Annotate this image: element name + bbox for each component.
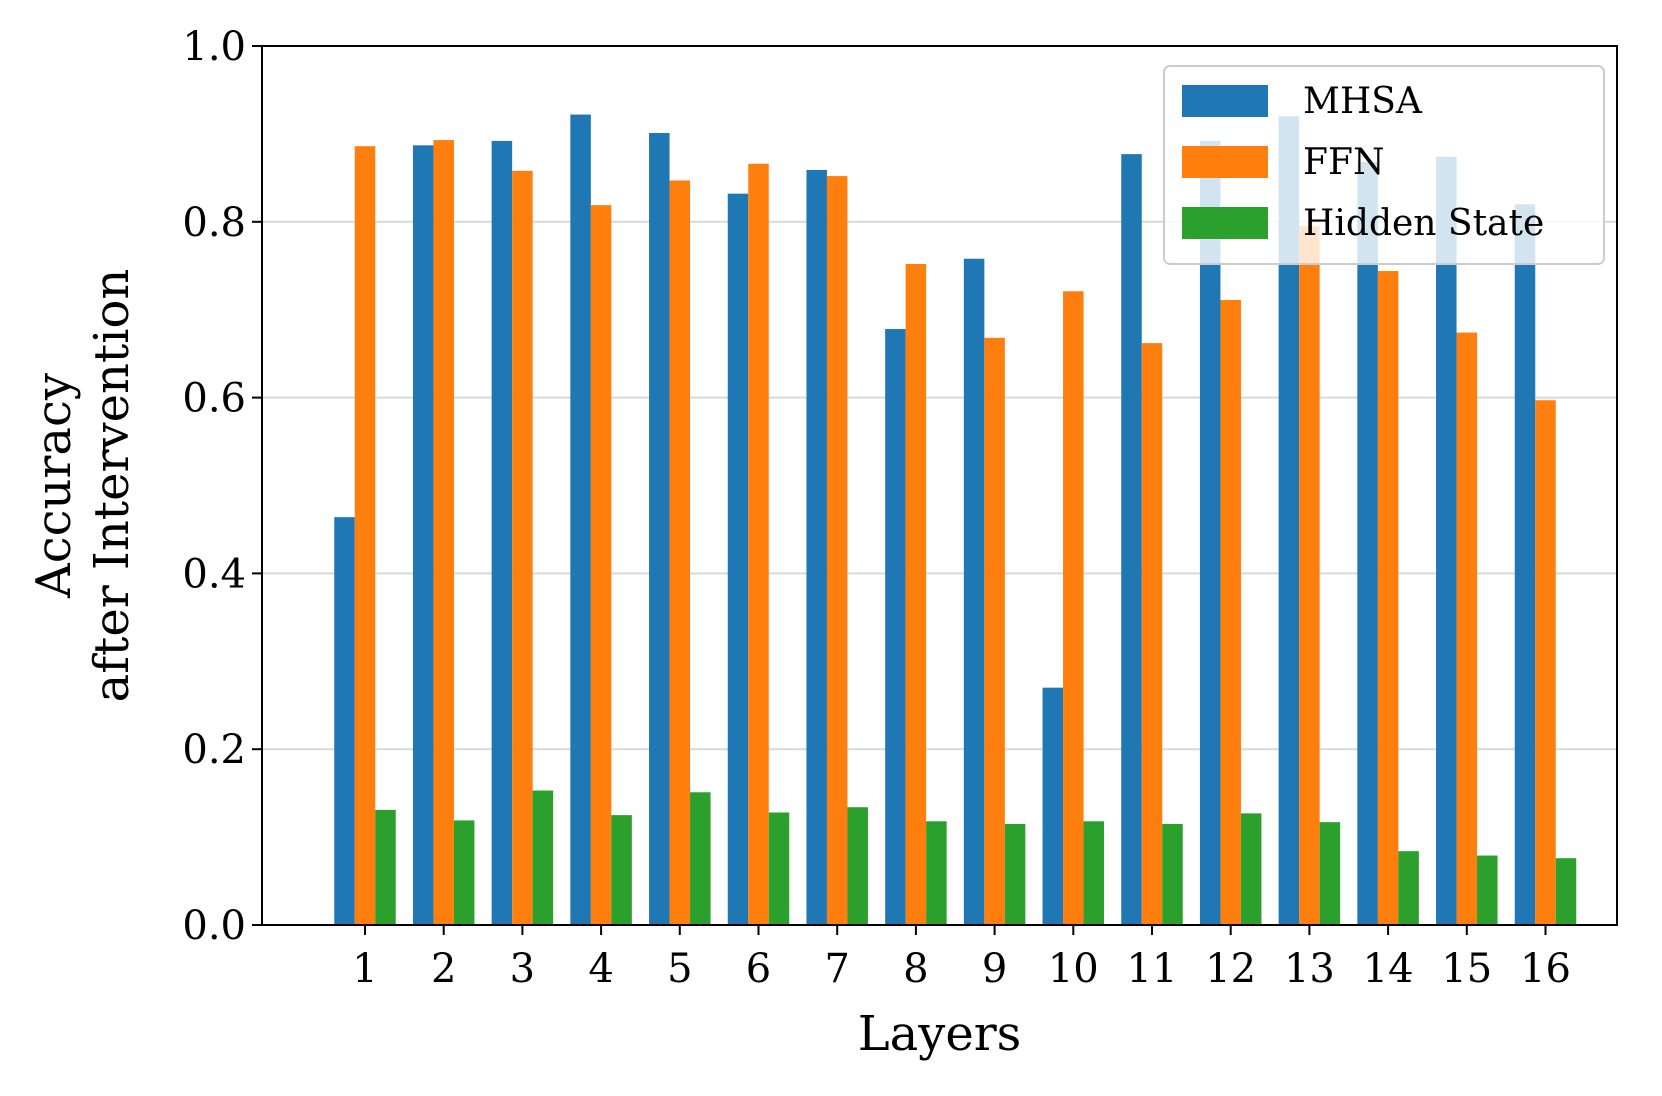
y-tick-label: 1.0 [182, 24, 246, 70]
x-tick-label: 11 [1127, 946, 1178, 992]
bar-ffn-layer-11 [1141, 343, 1163, 925]
x-tick-label: 4 [588, 946, 613, 992]
x-tick-label: 16 [1520, 946, 1571, 992]
x-tick-label: 15 [1441, 946, 1492, 992]
bar-hidden-state-layer-2 [453, 820, 475, 925]
bar-mhsa-layer-14 [1357, 162, 1378, 925]
bar-hidden-state-layer-9 [1004, 823, 1026, 925]
x-tick-label: 6 [746, 946, 771, 992]
x-tick-label: 1 [352, 946, 377, 992]
bar-hidden-state-layer-14 [1398, 851, 1419, 925]
bar-hidden-state-layer-15 [1477, 855, 1498, 925]
bar-mhsa-layer-15 [1436, 156, 1457, 925]
bar-hidden-state-layer-6 [768, 812, 790, 925]
x-tick-label: 13 [1284, 946, 1335, 992]
bar-ffn-layer-14 [1377, 271, 1399, 925]
bar-ffn-layer-13 [1299, 226, 1320, 925]
bar-mhsa-layer-6 [727, 193, 749, 925]
y-axis-label-line-2: after Intervention [84, 269, 140, 703]
legend-label: Hidden State [1303, 203, 1544, 244]
bar-ffn-layer-9 [984, 337, 1005, 925]
legend-swatch [1182, 207, 1268, 239]
bar-mhsa-layer-3 [491, 140, 513, 925]
y-axis-ticks: 0.0 0.2 0.4 0.6 0.8 1.0 [182, 24, 262, 949]
bar-mhsa-layer-7 [806, 169, 827, 926]
bar-ffn-layer-4 [590, 205, 612, 925]
bar-mhsa-layer-1 [334, 517, 355, 925]
x-tick-label: 9 [982, 946, 1007, 992]
x-tick-label: 5 [667, 946, 692, 992]
bar-ffn-layer-8 [905, 263, 927, 925]
bar-ffn-layer-2 [433, 140, 454, 926]
y-tick-label: 0.8 [182, 200, 246, 246]
bar-hidden-state-layer-13 [1319, 822, 1341, 925]
bar-hidden-state-layer-5 [690, 792, 711, 925]
bar-hidden-state-layer-16 [1555, 858, 1577, 925]
legend-label: MHSA [1303, 81, 1423, 122]
x-tick-label: 3 [510, 946, 535, 992]
y-tick-label: 0.0 [182, 903, 246, 949]
bar-hidden-state-layer-3 [532, 790, 554, 925]
plot-frame [261, 45, 1618, 926]
legend-box [1163, 65, 1605, 265]
bar-ffn-layer-7 [826, 176, 848, 926]
bar-mhsa-layer-9 [963, 258, 985, 925]
x-axis-ticks: 1 2 3 4 5 6 7 8 9 10 11 12 13 14 15 16 [352, 925, 1571, 992]
bar-mhsa-layer-12 [1199, 140, 1221, 925]
bar-ffn-layer-5 [669, 180, 691, 925]
bar-mhsa-layer-8 [885, 329, 906, 926]
bar-hidden-state-layer-7 [847, 807, 868, 925]
legend-label: FFN [1303, 142, 1384, 183]
bar-mhsa-layer-11 [1121, 154, 1142, 925]
bar-ffn-layer-15 [1456, 332, 1478, 926]
bar-hidden-state-layer-11 [1162, 823, 1183, 925]
bar-mhsa-layer-2 [412, 145, 434, 925]
grid-lines [262, 220, 1617, 751]
bar-hidden-state-layer-8 [926, 821, 947, 925]
bar-hidden-state-layer-1 [375, 809, 396, 925]
y-axis-label: Accuracy after Intervention [26, 269, 140, 703]
bar-mhsa-layer-5 [649, 133, 670, 925]
x-tick-label: 2 [431, 946, 456, 992]
bar-mhsa-layer-16 [1514, 204, 1536, 926]
bar-hidden-state-layer-10 [1083, 821, 1105, 925]
bar-hidden-state-layer-4 [611, 815, 632, 925]
y-axis-label-line-1: Accuracy [26, 373, 82, 599]
bar-ffn-layer-1 [354, 146, 376, 925]
bar-ffn-layer-16 [1535, 400, 1556, 925]
bar-mhsa-layer-13 [1278, 116, 1300, 925]
legend-swatch [1182, 85, 1268, 117]
x-tick-label: 7 [824, 946, 849, 992]
bar-mhsa-layer-4 [570, 114, 591, 925]
x-tick-label: 10 [1048, 946, 1099, 992]
x-tick-label: 12 [1205, 946, 1256, 992]
y-tick-label: 0.6 [182, 376, 246, 422]
bar-ffn-layer-6 [748, 163, 769, 925]
x-axis-label: Layers [858, 1006, 1022, 1062]
y-tick-label: 0.4 [182, 551, 246, 597]
y-tick-label: 0.2 [182, 727, 246, 773]
legend-swatch [1182, 146, 1268, 178]
bar-hidden-state-layer-12 [1240, 813, 1262, 925]
x-tick-label: 14 [1363, 946, 1414, 992]
bar-ffn-layer-10 [1063, 291, 1084, 926]
x-tick-label: 8 [903, 946, 928, 992]
bar-ffn-layer-3 [512, 170, 533, 925]
bars [334, 114, 1577, 926]
legend: MHSA FFN Hidden State [1163, 65, 1605, 265]
bar-mhsa-layer-10 [1042, 687, 1064, 925]
bar-ffn-layer-12 [1220, 300, 1241, 925]
